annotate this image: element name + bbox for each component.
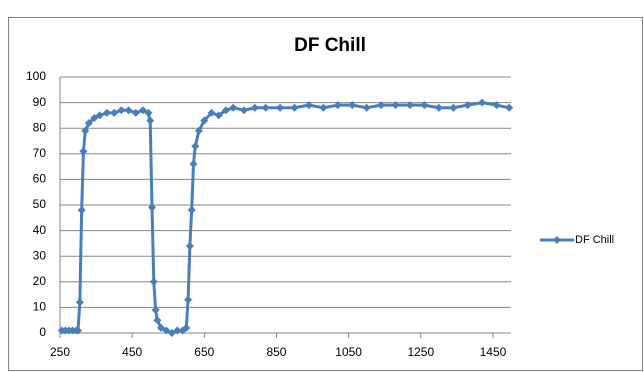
y-tick-label: 0 <box>39 325 46 339</box>
x-tick-label: 450 <box>122 345 142 359</box>
data-point <box>290 103 299 112</box>
data-point <box>333 101 342 110</box>
data-point <box>478 98 487 107</box>
data-point <box>189 160 198 169</box>
data-point <box>95 111 104 120</box>
data-point <box>194 126 203 135</box>
y-tick-label: 30 <box>33 248 47 262</box>
data-point <box>173 326 182 335</box>
data-point <box>261 103 270 112</box>
data-point <box>463 101 472 110</box>
data-point <box>250 103 259 112</box>
data-point <box>84 119 93 128</box>
data-point <box>110 108 119 117</box>
y-tick-label: 80 <box>33 120 47 134</box>
data-point <box>449 103 458 112</box>
y-tick-label: 20 <box>33 274 47 288</box>
data-point <box>151 305 160 314</box>
data-point <box>182 323 191 332</box>
data-point <box>124 106 133 115</box>
data-point <box>184 295 193 304</box>
data-point <box>146 116 155 125</box>
chart-title: DF Chill <box>294 35 366 56</box>
data-point <box>207 108 216 117</box>
data-point <box>144 108 153 117</box>
x-tick-label: 1250 <box>407 345 434 359</box>
data-point <box>75 298 84 307</box>
data-point <box>362 103 371 112</box>
data-point <box>420 101 429 110</box>
data-point <box>276 103 285 112</box>
y-tick-label: 10 <box>33 300 47 314</box>
data-point <box>391 101 400 110</box>
legend-label: DF Chill <box>575 234 614 246</box>
data-point <box>102 108 111 117</box>
data-point <box>348 101 357 110</box>
data-point <box>153 316 162 325</box>
data-point <box>187 206 196 215</box>
data-point <box>492 101 501 110</box>
data-point <box>505 103 514 112</box>
data-point <box>117 106 126 115</box>
data-point <box>200 116 209 125</box>
data-point <box>319 103 328 112</box>
x-tick-label: 650 <box>194 345 214 359</box>
data-point <box>148 203 157 212</box>
x-tick-label: 250 <box>50 345 70 359</box>
data-point <box>434 103 443 112</box>
data-point <box>214 111 223 120</box>
chart-frame <box>8 17 643 371</box>
y-tick-label: 60 <box>33 172 47 186</box>
data-point <box>185 241 194 250</box>
data-point <box>304 101 313 110</box>
data-point <box>405 101 414 110</box>
data-point <box>221 106 230 115</box>
data-point <box>74 326 83 335</box>
data-point <box>191 142 200 151</box>
data-point <box>229 103 238 112</box>
data-point <box>79 147 88 156</box>
data-point <box>240 106 249 115</box>
data-point <box>149 277 158 286</box>
x-tick-label: 850 <box>266 345 286 359</box>
x-tick-label: 1450 <box>480 345 507 359</box>
data-point <box>377 101 386 110</box>
data-point <box>81 126 90 135</box>
data-point <box>131 108 140 117</box>
y-tick-label: 70 <box>33 146 47 160</box>
x-tick-label: 1050 <box>335 345 362 359</box>
y-tick-label: 50 <box>33 197 47 211</box>
legend-marker <box>553 236 561 244</box>
y-tick-label: 100 <box>26 69 46 83</box>
y-tick-label: 40 <box>33 223 47 237</box>
y-tick-label: 90 <box>33 95 47 109</box>
data-point <box>77 206 86 215</box>
